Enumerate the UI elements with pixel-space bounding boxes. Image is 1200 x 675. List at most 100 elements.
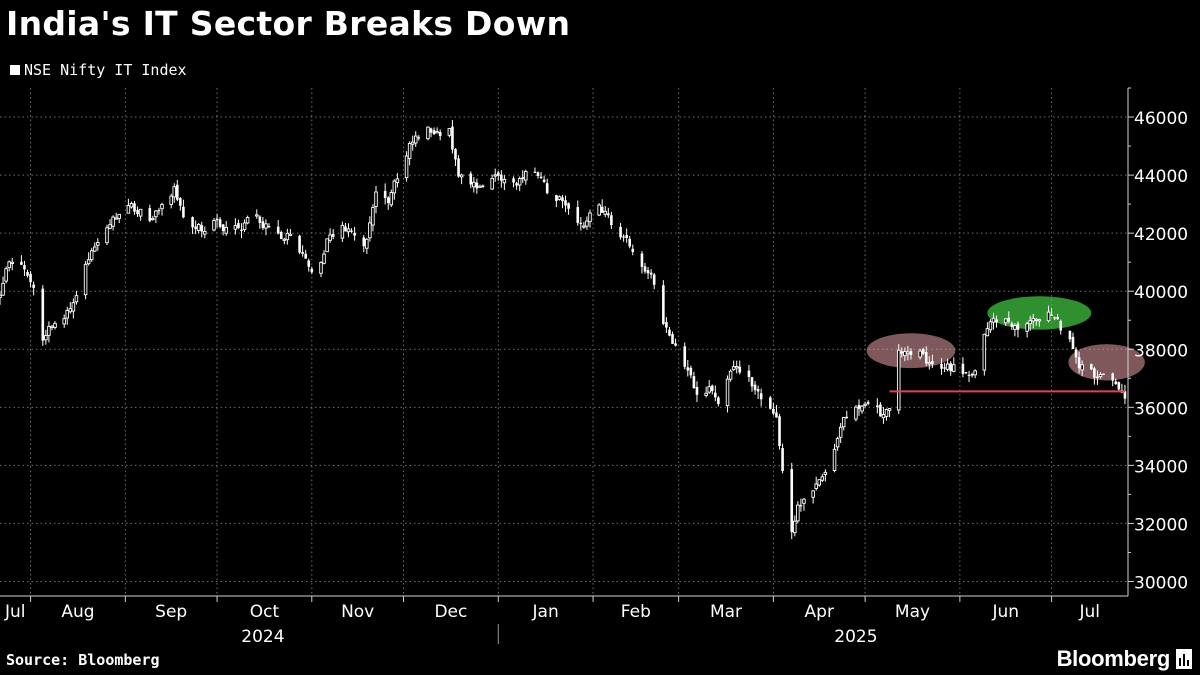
candle-body	[714, 392, 717, 398]
brand: Bloomberg	[1057, 646, 1192, 672]
candle-body	[814, 483, 818, 489]
candle-body	[854, 406, 858, 420]
candle-body	[845, 416, 849, 419]
candle-body	[438, 131, 442, 137]
candle-body	[985, 328, 990, 337]
candle-body	[493, 174, 497, 177]
candle-body	[218, 219, 222, 227]
candle-body	[417, 137, 421, 139]
annotation-layer	[866, 296, 1145, 381]
candle-body	[652, 274, 656, 285]
candle-body	[41, 288, 45, 341]
candle-body	[451, 126, 454, 150]
candle-body	[245, 217, 250, 224]
candle-body	[567, 203, 570, 209]
candle-body	[111, 216, 115, 227]
candle-body	[114, 217, 118, 220]
candle-body	[1098, 373, 1103, 378]
highlight-ellipse	[1068, 344, 1145, 381]
candle-body	[242, 222, 247, 230]
candle-body	[237, 223, 240, 229]
candle-body	[695, 387, 699, 395]
candle-body	[778, 416, 781, 447]
x-tick-label: Dec	[434, 602, 467, 622]
candle-body	[1102, 373, 1105, 375]
candle-body	[631, 248, 635, 252]
y-tick-label: 40000	[1134, 283, 1188, 303]
candle-body	[832, 448, 837, 472]
candle-body	[138, 208, 143, 217]
candle-body	[775, 412, 778, 418]
candle-body	[1007, 317, 1011, 322]
candle-body	[665, 322, 668, 328]
candle-body	[129, 202, 134, 208]
candle-body	[857, 405, 861, 409]
candle-body	[7, 261, 11, 268]
x-tick-label: Feb	[621, 602, 651, 622]
candle-body	[671, 334, 674, 344]
candle-body	[365, 238, 369, 249]
x-tick-label: Oct	[250, 602, 280, 622]
candle-body	[1003, 318, 1008, 324]
candle-body	[481, 185, 485, 188]
candle-body	[331, 234, 335, 237]
candle-body	[1096, 376, 1099, 378]
candle-body	[435, 131, 439, 134]
candle-body	[945, 363, 950, 370]
candle-body	[1117, 382, 1121, 390]
candle-body	[909, 351, 913, 355]
candle-body	[704, 392, 708, 396]
y-tick-label: 38000	[1134, 341, 1188, 361]
candle-body	[383, 190, 387, 198]
y-tick-label: 44000	[1134, 167, 1188, 187]
candle-body	[108, 224, 112, 229]
candle-body	[561, 197, 564, 202]
candle-body	[154, 210, 158, 218]
candle-body	[172, 186, 176, 198]
candle-body	[952, 364, 956, 372]
candle-body	[881, 414, 886, 419]
candle-body	[344, 226, 347, 232]
candle-body	[838, 426, 843, 438]
terminal-icon	[1176, 649, 1192, 669]
candle-body	[53, 322, 57, 328]
candle-body	[1114, 381, 1118, 385]
candle-body	[683, 346, 687, 367]
candle-body	[447, 127, 452, 136]
x-tick-label: Jun	[991, 602, 1019, 622]
candle-body	[96, 242, 100, 246]
highlight-ellipse	[987, 296, 1092, 330]
candle-body	[1093, 368, 1096, 378]
candle-body	[545, 183, 549, 194]
candle-body	[255, 214, 259, 217]
candle-body	[1053, 317, 1056, 319]
y-tick-label: 32000	[1134, 515, 1188, 535]
candle-body	[564, 200, 567, 206]
candle-body	[585, 220, 589, 227]
candle-body	[429, 128, 433, 133]
candle-body	[264, 223, 268, 229]
candle-body	[32, 284, 35, 288]
candle-body	[93, 246, 97, 252]
candle-body	[982, 333, 987, 371]
candle-body	[459, 174, 464, 178]
candle-body	[322, 253, 326, 264]
candle-body	[918, 350, 922, 358]
candle-body	[674, 343, 677, 346]
candle-body	[943, 367, 946, 369]
candle-body	[940, 363, 943, 369]
candle-body	[126, 205, 131, 214]
candle-body	[490, 177, 494, 190]
candle-body	[426, 126, 430, 140]
candle-body	[469, 173, 473, 185]
candle-body	[1034, 318, 1039, 321]
candle-body	[179, 198, 182, 206]
candle-body	[350, 230, 353, 232]
source-note: Source: Bloomberg	[6, 651, 160, 669]
candle-body	[668, 329, 671, 336]
candle-body	[1037, 319, 1042, 322]
candle-body	[389, 192, 394, 206]
candle-body	[478, 185, 482, 188]
candle-body	[133, 203, 136, 212]
